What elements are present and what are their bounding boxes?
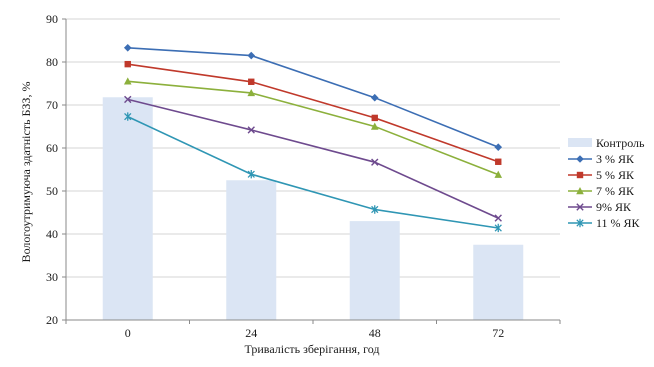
line-series-layer [123, 44, 503, 233]
series-point [247, 88, 256, 97]
series-point [124, 60, 131, 68]
axes: 20 30 40 50 60 70 80 90 0 24 48 72 [46, 12, 561, 340]
series-point [124, 95, 132, 104]
series-point [494, 223, 502, 233]
y-axis-title: Вологоутримуюча здатність БЗЗ, % [19, 82, 33, 263]
series-point [247, 126, 255, 134]
legend-label-kontrol: Контроль [596, 136, 645, 150]
x-tick-label: 24 [245, 326, 257, 340]
legend-marker [576, 218, 584, 228]
series-point [371, 205, 379, 214]
y-tick-label: 20 [46, 313, 58, 327]
legend: Контроль 3 % ЯК 5 % ЯК 7 % ЯК 9% ЯК 11 % ЯК [568, 136, 645, 230]
x-tick-label: 72 [492, 326, 504, 340]
bar-kontrol [226, 180, 277, 320]
legend-label: 5 % ЯК [596, 168, 635, 182]
series-line-5 [127, 115, 499, 229]
legend-label: 3 % ЯК [596, 152, 635, 166]
x-axis-title: Тривалість зберігання, год [245, 342, 380, 356]
series-point [123, 77, 132, 85]
series-point [494, 214, 502, 222]
bar-kontrol [349, 221, 400, 320]
series-point [370, 122, 379, 130]
bar-kontrol [102, 97, 153, 320]
legend-marker [576, 187, 584, 195]
series-line-4 [127, 98, 499, 219]
legend-marker [576, 203, 584, 211]
y-tick-label: 50 [46, 184, 58, 198]
series-point [371, 158, 379, 166]
series-point [123, 44, 132, 52]
series-point [247, 170, 255, 179]
y-tick-label: 80 [46, 55, 58, 69]
legend-marker [576, 171, 584, 179]
y-tick-label: 30 [46, 270, 58, 284]
series-point [494, 170, 503, 178]
y-tick-label: 90 [46, 12, 58, 26]
series-line-3 [127, 80, 499, 176]
legend-label: 7 % ЯК [596, 184, 635, 198]
y-tick-label: 70 [46, 98, 58, 112]
legend-swatch-kontrol [568, 138, 592, 147]
series-point [248, 78, 255, 85]
series-point [495, 158, 502, 165]
series-point [124, 112, 132, 121]
x-tick-label: 0 [125, 326, 131, 340]
series-line-2 [127, 63, 499, 163]
series-line-1 [127, 47, 499, 148]
series-point [371, 114, 378, 122]
series-point [494, 143, 503, 151]
x-tick-label: 48 [369, 326, 381, 340]
y-tick-label: 60 [46, 141, 58, 155]
legend-label: 11 % ЯК [596, 216, 641, 230]
series-point [247, 51, 256, 60]
legend-label: 9% ЯК [596, 200, 632, 214]
series-point [370, 93, 379, 102]
y-tick-label: 40 [46, 227, 58, 241]
bar-kontrol [473, 244, 524, 320]
legend-marker [576, 155, 584, 163]
bar-series-layer [102, 97, 524, 320]
